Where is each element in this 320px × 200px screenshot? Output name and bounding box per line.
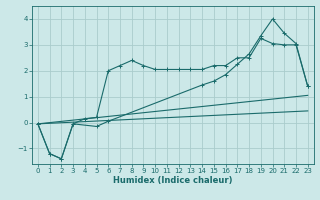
X-axis label: Humidex (Indice chaleur): Humidex (Indice chaleur) xyxy=(113,176,233,185)
